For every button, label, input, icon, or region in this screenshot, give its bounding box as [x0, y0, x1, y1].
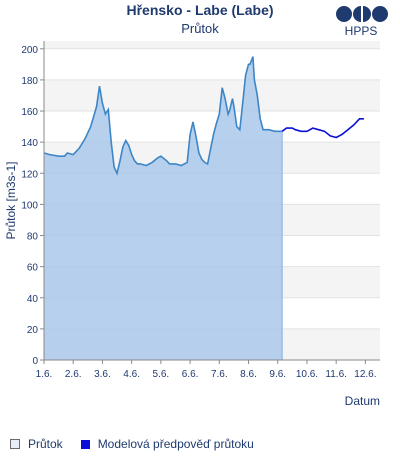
- grid-band: [44, 48, 380, 80]
- y-tick-label: 100: [21, 200, 38, 211]
- x-tick-label: 7.6.: [211, 369, 228, 380]
- chart-title: Hřensko - Labe (Labe): [126, 2, 274, 18]
- x-tick-label: 3.6.: [94, 369, 111, 380]
- chart-legend: Průtok Modelová předpověď průtoku: [10, 437, 272, 451]
- series-area-observed: [44, 56, 283, 360]
- x-tick-label: 5.6.: [153, 369, 170, 380]
- y-tick-label: 60: [27, 263, 39, 274]
- y-tick-label: 180: [21, 76, 38, 87]
- x-tick-label: 6.6.: [182, 369, 199, 380]
- y-tick-label: 0: [32, 356, 38, 367]
- y-axis-title: Průtok [m3s-1]: [4, 161, 18, 239]
- y-tick-label: 40: [27, 294, 39, 305]
- y-tick-label: 200: [21, 45, 38, 56]
- y-tick-label: 140: [21, 138, 38, 149]
- x-tick-label: 4.6.: [123, 369, 140, 380]
- x-tick-label: 1.6.: [36, 369, 53, 380]
- x-tick-label: 11.6.: [325, 369, 347, 380]
- legend-label-forecast: Modelová předpověď průtoku: [97, 437, 254, 451]
- hpps-logo-text: HPPS: [344, 24, 378, 38]
- x-tick-label: 2.6.: [65, 369, 82, 380]
- x-tick-label: 8.6.: [240, 369, 257, 380]
- legend-item-observed[interactable]: Průtok: [10, 437, 63, 451]
- x-tick-label: 9.6.: [269, 369, 286, 380]
- legend-item-forecast[interactable]: Modelová předpověď průtoku: [80, 437, 254, 451]
- grid-band: [44, 41, 380, 49]
- legend-swatch-observed: [10, 439, 20, 449]
- x-axis-title: Datum: [345, 394, 380, 408]
- grid-band: [44, 79, 380, 112]
- x-tick-label: 10.6.: [296, 369, 318, 380]
- y-tick-label: 80: [27, 232, 39, 243]
- y-tick-label: 160: [21, 107, 38, 118]
- legend-label-observed: Průtok: [28, 437, 63, 451]
- hpps-logo-icon: [336, 6, 388, 22]
- x-tick-label: 12.6.: [354, 369, 376, 380]
- series-line-forecast: [281, 118, 364, 139]
- chart-subtitle: Průtok: [181, 21, 219, 36]
- series-line-observed: [43, 56, 283, 176]
- legend-swatch-forecast: [80, 439, 90, 449]
- y-tick-label: 120: [21, 169, 38, 180]
- y-tick-label: 20: [27, 325, 39, 336]
- hpps-logo: HPPS: [332, 6, 390, 40]
